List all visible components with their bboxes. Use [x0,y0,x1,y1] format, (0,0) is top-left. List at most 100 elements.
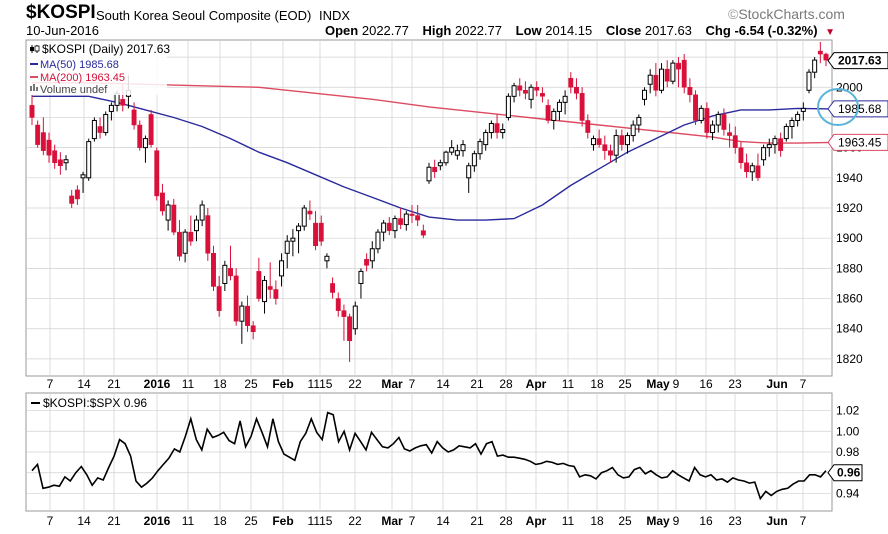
candle-body [511,85,517,97]
main-x-tick-label: May [646,377,670,391]
candle-body [432,167,438,173]
main-y-tick-label: 2000 [836,80,863,94]
candle-body [284,240,290,254]
candle-body [352,305,358,330]
candle-body [279,260,285,277]
ratio-x-tick-label: May [646,514,670,528]
candle-body [369,248,375,262]
ratio-y-axis: 0.94 0.96 0.98 1.00 1.02 [836,404,860,501]
candle-body [375,231,381,250]
candle-body [91,119,97,140]
candle-body [562,95,568,103]
ma50-line [32,95,832,221]
candle-body [177,231,182,257]
candle-body [409,213,415,216]
main-y-axis: 182018401860188019001920194019602000 [836,80,863,366]
main-x-tick-label: 14 [436,377,450,391]
candle-body [420,230,426,236]
ratio-x-tick-label: 23 [728,514,742,528]
candle-body [171,204,177,233]
candle-body [602,144,608,151]
main-y-tick-label: 1880 [836,261,863,275]
main-x-tick-label: 21 [470,377,484,391]
dropdown-triangle-icon[interactable]: ▼ [825,27,836,38]
candle-body [710,124,716,134]
price-tag-box [827,133,888,151]
candle-body [386,222,392,231]
candle-body [296,225,302,232]
candle-body [761,147,767,161]
candle-body [596,138,602,145]
candle-body [681,59,687,88]
candle-body [528,86,534,100]
ratio-x-axis: 7 14 21 2016 11 18 25 Feb 1115 22 Mar 7 14 21 28 Apr 11 1… [47,514,807,528]
ratio-x-tick-label: Mar [381,514,403,528]
ratio-x-tick-label: 18 [213,514,227,528]
candle-body [256,271,262,299]
main-x-tick-label: 9 [673,377,680,391]
candle-body [137,124,143,148]
candle-body [301,207,307,227]
ohlc-summary: Open 2022.77 High 2022.77 Low 2014.15 Cl… [325,23,835,38]
candle-body [193,219,199,232]
candle-body [335,298,341,311]
ratio-y-tick-label: 0.98 [836,445,860,459]
main-x-tick-label: 11 [182,377,195,391]
candle-body [211,253,216,287]
chart-header: $KOSPI South Korea Seoul Composite (EOD)… [0,0,888,40]
candle-body [738,147,744,163]
candle-body [154,150,160,197]
candle-body [114,92,120,106]
ratio-x-tick-label: Jun [766,514,787,528]
low-value: 2014.15 [545,23,593,38]
candle-body [483,132,489,146]
candle-body [35,124,41,145]
candle-body [693,94,699,121]
candle-body [704,108,710,133]
ratio-price-tag-box [827,464,863,482]
ma200-legend-label: MA(200) 1963.45 [40,72,125,84]
ratio-y-tick-label: 1.00 [836,424,860,438]
source-attribution[interactable]: ©StockCharts.com [728,6,845,22]
ratio-x-tick-label: 28 [499,514,513,528]
candle-body [216,286,222,311]
close-value: 2017.63 [644,23,692,38]
candle-body [755,165,761,179]
ratio-grid [26,393,832,511]
candle-body [330,283,336,293]
ratio-x-tick-label: 14 [436,514,450,528]
ratio-line-group [31,411,827,501]
symbol-title: $KOSPI [26,2,96,23]
candle-body [86,141,92,179]
candle-body [97,126,103,133]
candle-body [415,215,421,221]
ratio-x-tick-label: 9 [673,514,680,528]
candle-body [313,222,319,246]
close-label: Close [605,23,642,38]
candle-body [381,222,387,233]
candle-body [766,144,772,149]
candle-body [460,144,466,152]
candle-body [505,95,511,118]
candle-body [267,286,273,290]
low-label: Low [515,23,542,38]
candle-body [477,141,483,155]
main-x-tick-label: 11 [562,377,575,391]
candle-body [500,129,506,134]
candle-body [74,189,80,200]
price-tags: 2017.63 1985.68 1963.45 0.96 [827,52,888,482]
ratio-x-tick-label: 7 [800,514,807,528]
candle-body [159,192,165,212]
ratio-price-tag-label: 0.96 [837,466,861,480]
copyright-icon: © [728,6,739,22]
main-x-tick-label: 14 [77,377,91,391]
candle-body [222,264,228,284]
candle-body [647,74,653,85]
main-y-tick-label: 1920 [836,201,863,215]
ratio-x-tick-label: 21 [470,514,484,528]
candle-body [659,68,665,91]
candle-body [551,110,557,121]
ratio-x-tick-label: Feb [272,514,293,528]
candle-body [590,138,596,146]
